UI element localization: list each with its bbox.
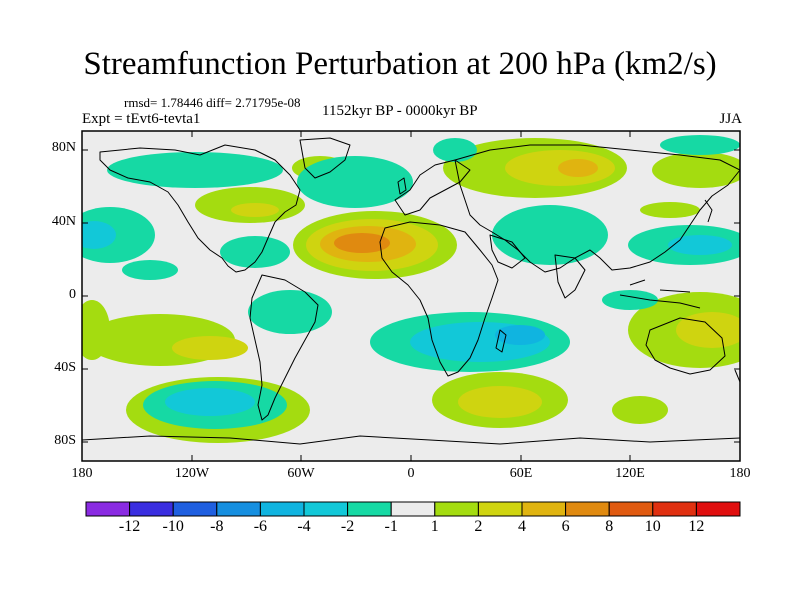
colorbar-label: -12 [118,518,141,535]
south-america-outline [249,274,319,421]
lat-label-80s: 80S [54,433,76,448]
colorbar-swatch [390,501,436,517]
contour-pos-3b [458,386,542,418]
colorbar-swatch [521,501,567,517]
lat-ticks [82,149,740,443]
contour-neg-5b [668,235,732,255]
colorbar-label: 1 [430,518,439,535]
lon-label-180w: 180 [71,466,93,481]
continent-outlines [82,137,740,445]
experiment-label: Expt = tEvt6-tevta1 [82,111,201,127]
contour-neg-11 [433,138,477,162]
contour-pos-6b [231,203,279,217]
contour-neg-1c [495,325,545,345]
colorbar-label: 6 [561,518,570,535]
period-label: 1152kyr BP - 0000kyr BP [322,103,478,119]
colorbar-swatch [565,501,610,517]
colorbar [85,501,741,517]
asia-outline [454,144,740,273]
contour-neg-7 [297,156,413,208]
north-america-outline [99,144,301,273]
contour-pos-9 [612,396,668,424]
colorbar-swatch [608,501,654,517]
new-zealand-outline [734,369,740,383]
africa-outline [379,221,499,377]
season-label: JJA [719,111,742,127]
contour-pos-4b [676,312,740,348]
colorbar-swatch [652,501,697,517]
lat-label-40s: 40S [54,360,76,375]
rmsd-diff-stats: rmsd= 1.78446 diff= 2.71795e-08 [124,95,301,110]
lon-label-180e: 180 [729,466,751,481]
contour-pos-8 [640,202,700,218]
contour-neg-13 [602,290,658,310]
colorbar-label: 2 [474,518,483,535]
europe-outline [394,159,471,216]
negative-anomalies [82,135,740,429]
colorbar-swatch [695,501,741,517]
lon-label-60e: 60E [509,466,533,481]
arabia-outline [489,234,526,269]
colorbar-swatch [129,501,174,517]
lon-label-0: 0 [407,466,415,481]
colorbar-label: -6 [253,518,268,535]
lat-label-0: 0 [69,287,76,302]
uk-outline [397,177,407,195]
colorbar-swatch [477,501,523,517]
colorbar-swatch [434,501,479,517]
indonesia-outline [619,279,701,309]
contour-pos-11 [82,300,110,360]
colorbar-swatch [85,501,131,517]
colorbar-label: 8 [605,518,614,535]
contour-neg-10 [248,290,332,334]
colorbar-label: -2 [340,518,355,535]
colorbar-swatch [347,501,392,517]
contour-neg-3 [82,207,155,263]
lon-label-120w: 120W [174,466,210,481]
lon-label-60w: 60W [287,466,315,481]
colorbar-label: -1 [384,518,398,535]
colorbar-label: 10 [644,518,661,535]
contour-neg-12 [660,135,740,155]
lat-label-40n: 40N [51,214,76,229]
contour-neg-4 [492,205,608,265]
colorbar-swatch [172,501,218,517]
japan-outline [704,199,713,223]
colorbar-label: 12 [688,518,705,535]
contour-neg-2b [165,388,255,416]
lon-label-120e: 120E [615,466,645,481]
colorbar-swatch [216,501,261,517]
antarctica-outline [82,435,740,445]
india-outline [554,254,586,299]
colorbar-label: -8 [210,518,224,535]
colorbar-label: -10 [162,518,184,535]
contour-pos-5b [172,336,248,360]
contour-pos-7 [652,152,740,188]
contour-neg-6 [107,152,283,188]
lat-label-80n: 80N [51,140,76,155]
colorbar-swatch [303,501,349,517]
colorbar-label: 4 [518,518,526,535]
colorbar-swatch [259,501,305,517]
greenland-outline [299,137,351,179]
contour-pos-2c [558,159,598,177]
lon-ticks [81,131,741,461]
contour-neg-3b [82,221,116,249]
contour-pos-1d [334,233,390,253]
madagascar-outline [495,329,507,353]
australia-outline [645,317,726,375]
contour-neg-9 [122,260,178,280]
contour-fields [82,135,740,445]
contour-neg-8 [220,236,290,268]
colorbar-label: -4 [297,518,311,535]
chart-title: Streamfunction Perturbation at 200 hPa (… [83,46,717,82]
